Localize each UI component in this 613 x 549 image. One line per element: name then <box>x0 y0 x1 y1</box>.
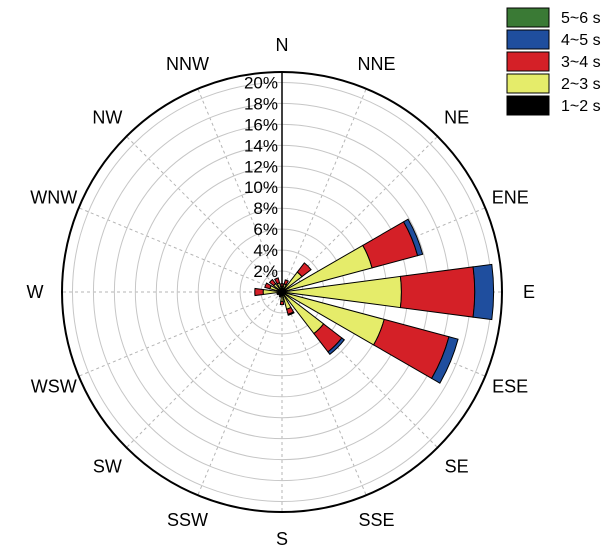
grid-spoke <box>78 291 283 377</box>
legend-label: 2~3 s <box>561 76 601 93</box>
grid-spoke <box>281 291 367 496</box>
wedge-N-3~4 s <box>280 283 284 288</box>
radial-tick-label: 4% <box>253 241 278 260</box>
legend-label: 3~4 s <box>561 54 601 71</box>
grid-spoke <box>126 291 283 448</box>
legend-swatch <box>506 7 550 28</box>
legend-label: 5~6 s <box>561 10 601 27</box>
radial-tick-label: 6% <box>253 220 278 239</box>
radial-tick-label: 8% <box>253 199 278 218</box>
grid-spoke <box>281 88 367 293</box>
direction-label-W: W <box>27 282 44 302</box>
wedge-NE-3~4 s <box>296 262 312 278</box>
direction-label-NW: NW <box>92 107 122 127</box>
radial-tick-label: 18% <box>244 94 278 113</box>
direction-label-SSE: SSE <box>359 510 395 530</box>
legend-swatch <box>506 73 550 94</box>
wedge-SSE-4~5 s <box>287 311 295 316</box>
direction-label-NNE: NNE <box>358 54 396 74</box>
wedge-NNW-3~4 s <box>273 277 281 285</box>
direction-label-SSW: SSW <box>167 510 208 530</box>
legend-label: 4~5 s <box>561 32 601 49</box>
wedge-NW-3~4 s <box>268 278 277 287</box>
wedge-S-3~4 s <box>279 300 285 306</box>
direction-label-ESE: ESE <box>492 377 528 397</box>
wedge-W-3~4 s <box>254 287 264 297</box>
direction-label-S: S <box>276 529 288 549</box>
direction-label-SW: SW <box>93 457 122 477</box>
wedge-SSW-3~4 s <box>278 294 282 298</box>
radial-tick-label: 10% <box>244 178 278 197</box>
wedge-SE-4~5 s <box>327 337 346 356</box>
direction-label-WSW: WSW <box>31 377 77 397</box>
wedge-WSW-3~4 s <box>276 292 280 296</box>
radial-tick-label: 16% <box>244 115 278 134</box>
wedge-ENE-4~5 s <box>402 218 424 257</box>
radial-tick-label: 20% <box>244 73 278 92</box>
legend-swatch <box>506 95 550 116</box>
legend-swatch <box>506 51 550 72</box>
direction-label-E: E <box>523 282 535 302</box>
wedge-SW-2~3 s <box>277 293 281 297</box>
direction-label-SE: SE <box>445 457 469 477</box>
direction-label-NNW: NNW <box>166 54 209 74</box>
radial-tick-label: 2% <box>253 262 278 281</box>
wedge-WNW-3~4 s <box>264 282 272 290</box>
wedge-NNE-3~4 s <box>283 279 289 286</box>
grid-spoke <box>197 88 283 293</box>
radial-tick-label: 14% <box>244 136 278 155</box>
grid-spoke <box>197 291 283 496</box>
legend-label: 1~2 s <box>561 98 601 115</box>
grid-spoke <box>78 207 283 293</box>
wedge-E-4~5 s <box>472 263 495 321</box>
direction-label-ENE: ENE <box>492 187 529 207</box>
legend-swatch <box>506 29 550 50</box>
direction-label-N: N <box>276 35 289 55</box>
grid-spoke <box>126 136 283 293</box>
wedge-ESE-4~5 s <box>431 336 459 384</box>
direction-label-WNW: WNW <box>30 187 77 207</box>
direction-label-NE: NE <box>444 107 469 127</box>
wedge-E-3~4 s <box>399 266 476 318</box>
radial-tick-label: 12% <box>244 157 278 176</box>
